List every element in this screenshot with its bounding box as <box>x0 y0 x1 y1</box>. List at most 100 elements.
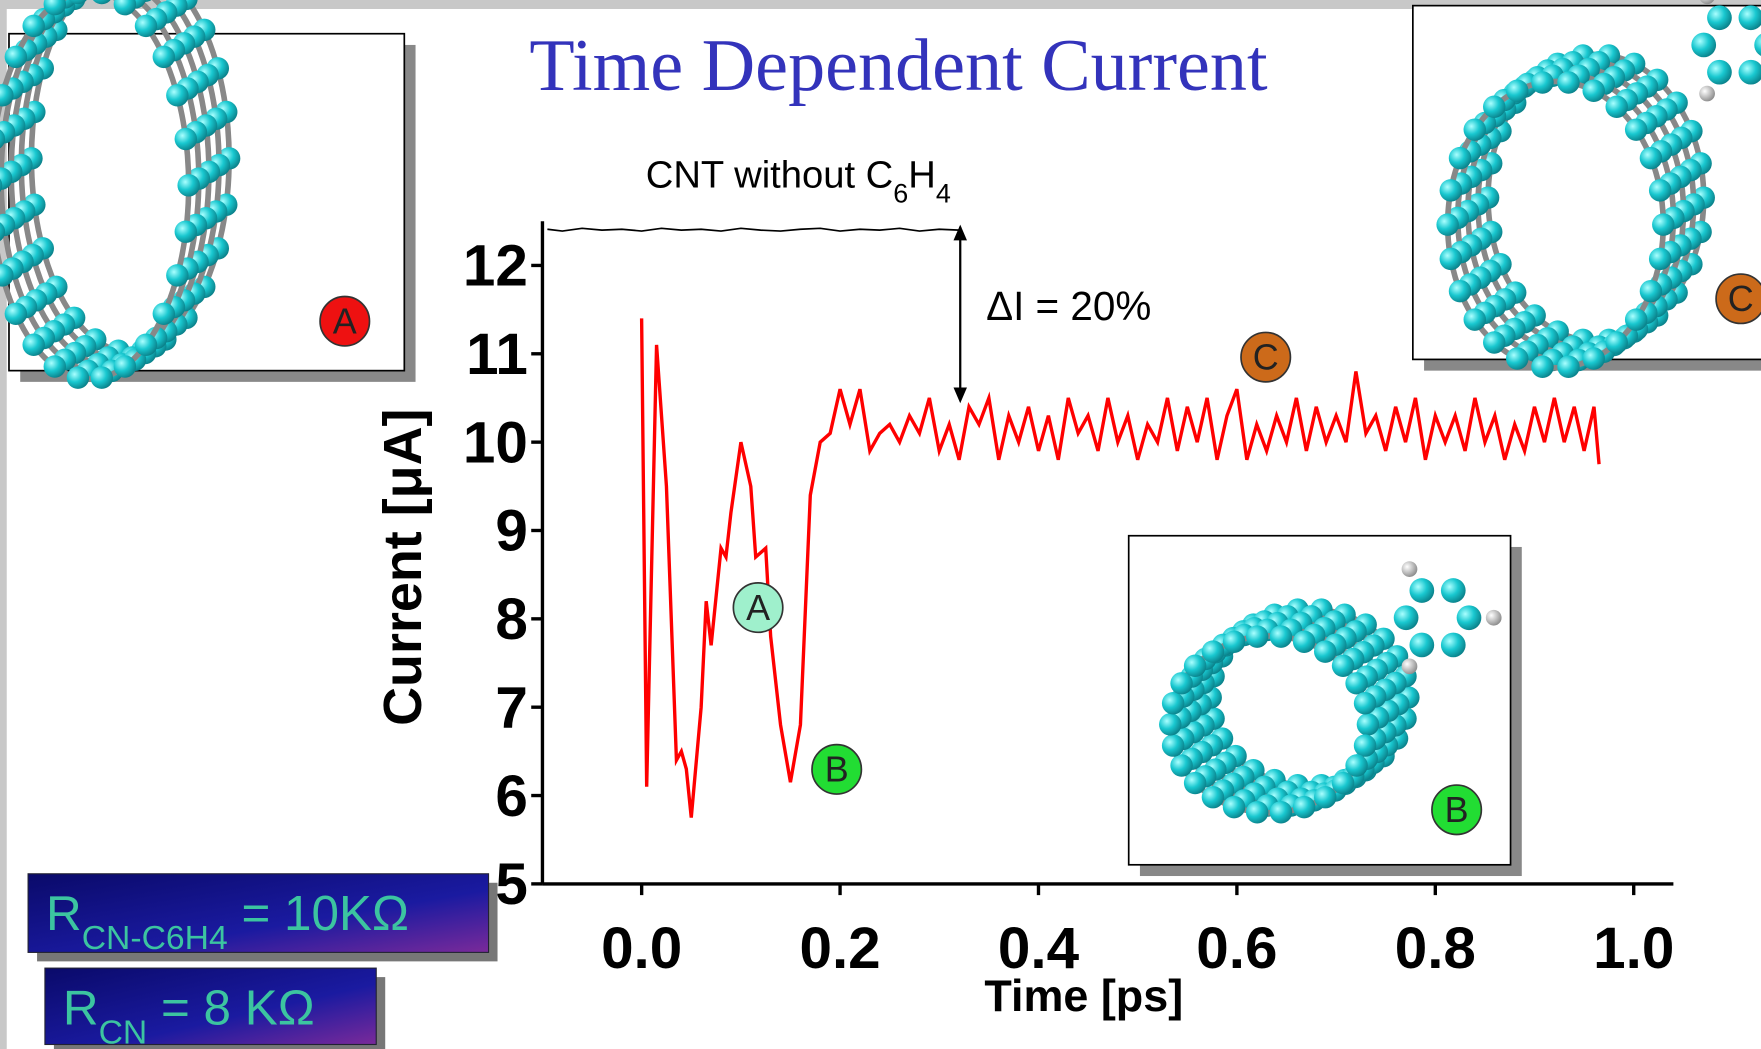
atom <box>1353 692 1377 715</box>
atom <box>1356 713 1380 736</box>
atom <box>1448 279 1472 303</box>
atom <box>166 84 189 107</box>
x-tick-label: 1.0 <box>1593 916 1674 981</box>
atom <box>1314 785 1337 809</box>
subscript: 4 <box>936 179 951 209</box>
inset-label: B <box>1445 789 1469 830</box>
atom <box>134 333 158 356</box>
atom <box>152 45 176 69</box>
molecule-inset: A <box>0 0 416 389</box>
atom <box>1557 71 1580 94</box>
inset-content <box>0 0 241 389</box>
subscript: CN <box>99 1014 148 1049</box>
atom <box>1201 785 1225 809</box>
atom <box>1409 578 1435 603</box>
atom <box>1269 625 1293 648</box>
atom <box>1605 331 1628 354</box>
x-tick-label: 0.0 <box>601 916 682 981</box>
atom <box>0 222 6 242</box>
text-run: = 10KΩ <box>228 886 409 941</box>
atom <box>1531 71 1554 94</box>
text-run: = 8 KΩ <box>147 980 314 1035</box>
marker-label: B <box>825 749 849 790</box>
atom <box>66 366 90 389</box>
y-tick-label: 7 <box>495 675 527 740</box>
delta-label: ΔI = 20% <box>986 283 1151 329</box>
atom <box>1439 247 1463 271</box>
text-run: R <box>63 980 99 1035</box>
atom <box>22 333 45 356</box>
atom <box>152 302 176 326</box>
atom <box>1170 754 1193 777</box>
atom <box>1159 713 1182 736</box>
atom <box>1409 632 1435 658</box>
atom <box>1439 179 1463 202</box>
chart-title: Time Dependent Current <box>529 25 1268 107</box>
atom <box>69 0 87 5</box>
inset-content <box>1159 561 1502 824</box>
atom <box>1648 179 1672 202</box>
atom <box>1463 118 1487 141</box>
atom <box>4 45 28 69</box>
reference-label: CNT without C6H4 <box>646 154 951 209</box>
atom <box>43 0 67 16</box>
atom <box>4 302 28 326</box>
atom <box>0 178 3 193</box>
atom <box>1707 5 1732 31</box>
atom <box>1161 692 1185 715</box>
y-tick-label: 10 <box>463 410 528 475</box>
inset-label: A <box>333 301 357 342</box>
inset-content <box>1436 0 1761 379</box>
plot: 5 6 7 8 9 10 11 12 0.0 0.2 0.4 0.6 0.8 1.0 Time [ps] Cu… <box>373 221 1674 1021</box>
inset-badge <box>319 295 371 347</box>
atom <box>1652 213 1675 236</box>
text-run: H <box>908 154 936 197</box>
marker-label: C <box>1253 337 1279 378</box>
y-tick-label: 5 <box>495 852 527 917</box>
x-tick-label: 0.2 <box>799 916 880 981</box>
atom <box>0 84 14 107</box>
atom <box>1222 795 1246 819</box>
y-tick-label: 8 <box>495 587 527 652</box>
atom <box>92 0 111 5</box>
atom <box>1506 347 1529 370</box>
atom <box>43 355 67 378</box>
atom <box>1754 33 1761 56</box>
atom <box>22 14 45 38</box>
insets: A C B <box>0 0 1761 877</box>
resistance-label: RCN-C6H4 = 10KΩ <box>46 886 409 957</box>
atom <box>90 366 113 389</box>
atom <box>1170 672 1193 695</box>
atom <box>0 167 13 190</box>
hydrogen <box>1401 658 1418 675</box>
data-line <box>547 227 960 232</box>
atom <box>113 0 137 16</box>
hydrogen <box>1699 85 1715 102</box>
atom <box>1463 308 1487 331</box>
atom <box>1639 279 1663 303</box>
molecule-inset: B <box>1127 534 1522 877</box>
molecule-inset: C <box>1412 0 1761 379</box>
atom <box>1331 771 1355 795</box>
atom <box>134 14 158 38</box>
inset-label: C <box>1728 278 1754 319</box>
atom <box>1639 146 1663 170</box>
x-axis-label: Time [ps] <box>984 970 1183 1021</box>
atom <box>166 264 189 287</box>
atom <box>1161 734 1185 757</box>
hydrogen <box>1700 0 1715 5</box>
atom <box>1707 59 1732 85</box>
subscript: CN-C6H4 <box>82 919 228 956</box>
atom <box>1582 79 1605 102</box>
data-line <box>639 318 1601 818</box>
atom <box>0 129 6 149</box>
atom <box>1691 32 1717 58</box>
atom <box>1269 800 1293 824</box>
atom <box>1222 630 1246 653</box>
atom <box>113 355 137 378</box>
inset-badge <box>1431 784 1483 836</box>
x-tick-label: 0.8 <box>1395 916 1476 981</box>
left-border <box>0 0 7 1049</box>
atom <box>1738 5 1761 31</box>
